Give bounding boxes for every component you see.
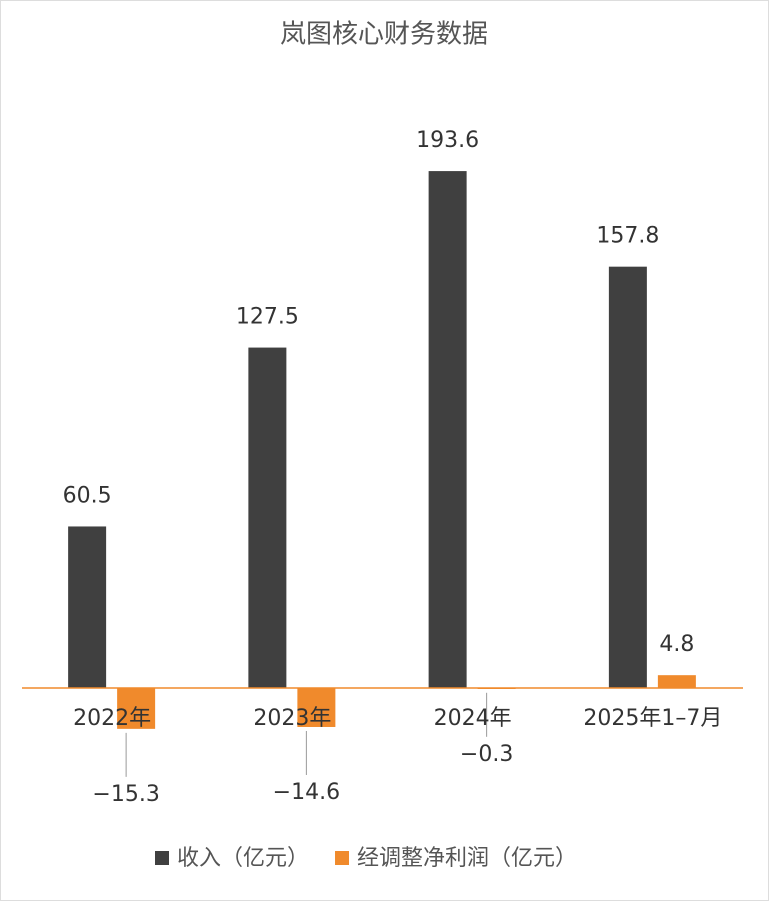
bar	[117, 688, 156, 729]
legend-label: 收入（亿元）	[177, 846, 309, 871]
bar	[428, 171, 467, 688]
value-label: 60.5	[63, 483, 112, 508]
x-tick-label: 2022年	[73, 706, 151, 731]
value-label: −0.3	[460, 742, 513, 767]
chart-title: 岚图核心财务数据	[280, 20, 488, 50]
x-tick-label: 2024年	[434, 706, 512, 731]
bar	[68, 526, 107, 688]
value-label: −14.6	[273, 780, 340, 805]
bar	[657, 675, 696, 688]
legend-swatch	[335, 851, 350, 865]
value-label: 193.6	[416, 128, 479, 153]
x-tick-label: 2025年1–7月	[583, 706, 722, 731]
value-label: 127.5	[236, 305, 299, 330]
bar	[248, 347, 287, 688]
legend-label: 经调整净利润（亿元）	[357, 846, 577, 871]
bar	[297, 688, 336, 727]
x-tick-label: 2023年	[253, 706, 331, 731]
value-label: 4.8	[659, 632, 694, 657]
value-label: 157.8	[596, 224, 659, 249]
legend-swatch	[155, 851, 169, 865]
bar	[608, 266, 647, 688]
value-label: −15.3	[92, 782, 159, 807]
